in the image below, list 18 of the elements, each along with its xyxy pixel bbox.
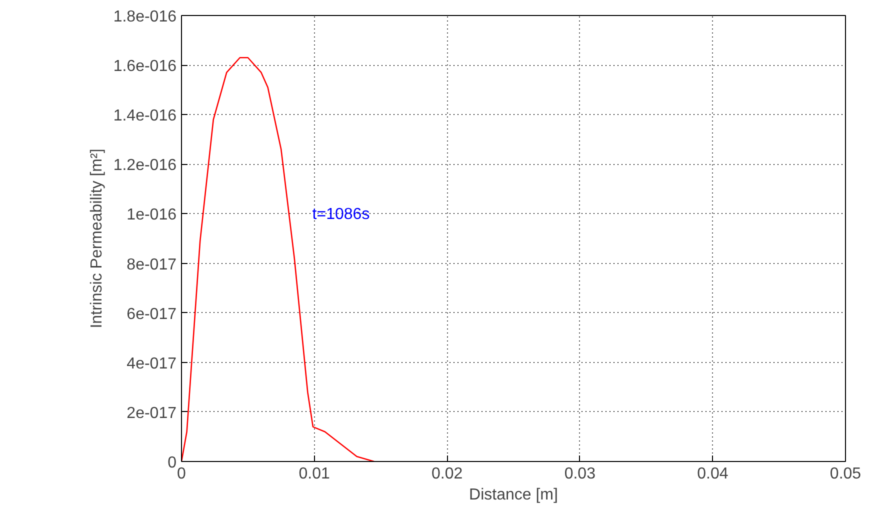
x-tick-label: 0.02 [432, 466, 463, 482]
x-tick-label: 0.05 [830, 466, 862, 482]
annotation: t=1086s [312, 206, 370, 223]
x-axis-title: Distance [m] [469, 486, 558, 504]
y-tick-label: 2e-017 [126, 404, 177, 422]
x-tick-label: 0.03 [564, 466, 596, 482]
y-axis-title: Intrinsic Permeability [m²] [88, 148, 106, 328]
y-tick-label: 1e-016 [126, 206, 177, 224]
y-tick-label: 1.4e-016 [113, 108, 177, 125]
y-tick-label: 0 [168, 454, 177, 472]
y-tick-label: 8e-017 [126, 256, 177, 274]
x-tick-label: 0.04 [697, 466, 728, 482]
y-tick-label: 6e-017 [126, 306, 177, 323]
y-tick-label: 1.6e-016 [113, 58, 177, 76]
x-tick-label: 0.01 [298, 466, 330, 482]
y-tick-label: 4e-017 [126, 355, 177, 372]
y-tick-label: 1.8e-016 [113, 8, 177, 26]
y-tick-label: 1.2e-016 [113, 157, 177, 174]
